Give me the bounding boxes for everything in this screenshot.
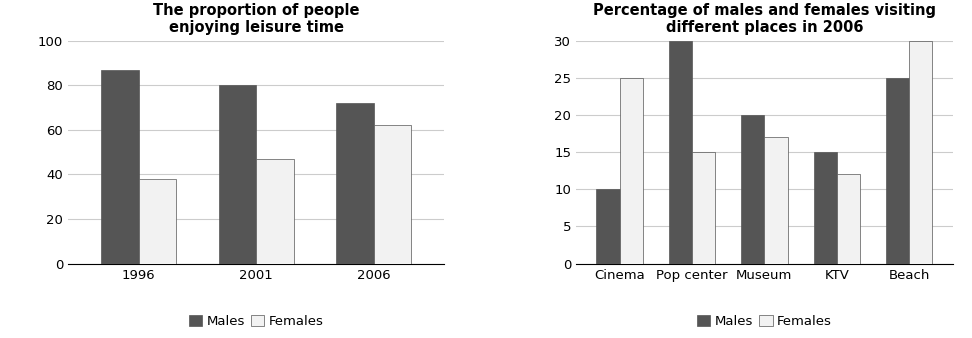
Bar bbox=[139, 179, 176, 264]
Bar bbox=[885, 78, 909, 264]
Bar bbox=[837, 174, 860, 264]
Legend: Males, Females: Males, Females bbox=[190, 315, 324, 329]
Bar bbox=[257, 159, 294, 264]
Bar bbox=[909, 41, 932, 264]
Bar bbox=[742, 115, 764, 264]
Title: Percentage of males and females visiting
different places in 2006: Percentage of males and females visiting… bbox=[593, 3, 936, 35]
Bar bbox=[669, 41, 692, 264]
Bar bbox=[619, 78, 642, 264]
Bar bbox=[764, 137, 787, 264]
Bar bbox=[101, 70, 139, 264]
Bar bbox=[336, 103, 374, 264]
Bar bbox=[814, 152, 837, 264]
Title: The proportion of people
enjoying leisure time: The proportion of people enjoying leisur… bbox=[153, 3, 360, 35]
Bar bbox=[597, 189, 619, 264]
Bar bbox=[374, 125, 411, 264]
Legend: Males, Females: Males, Females bbox=[697, 315, 831, 329]
Bar bbox=[219, 85, 257, 264]
Bar bbox=[692, 152, 715, 264]
